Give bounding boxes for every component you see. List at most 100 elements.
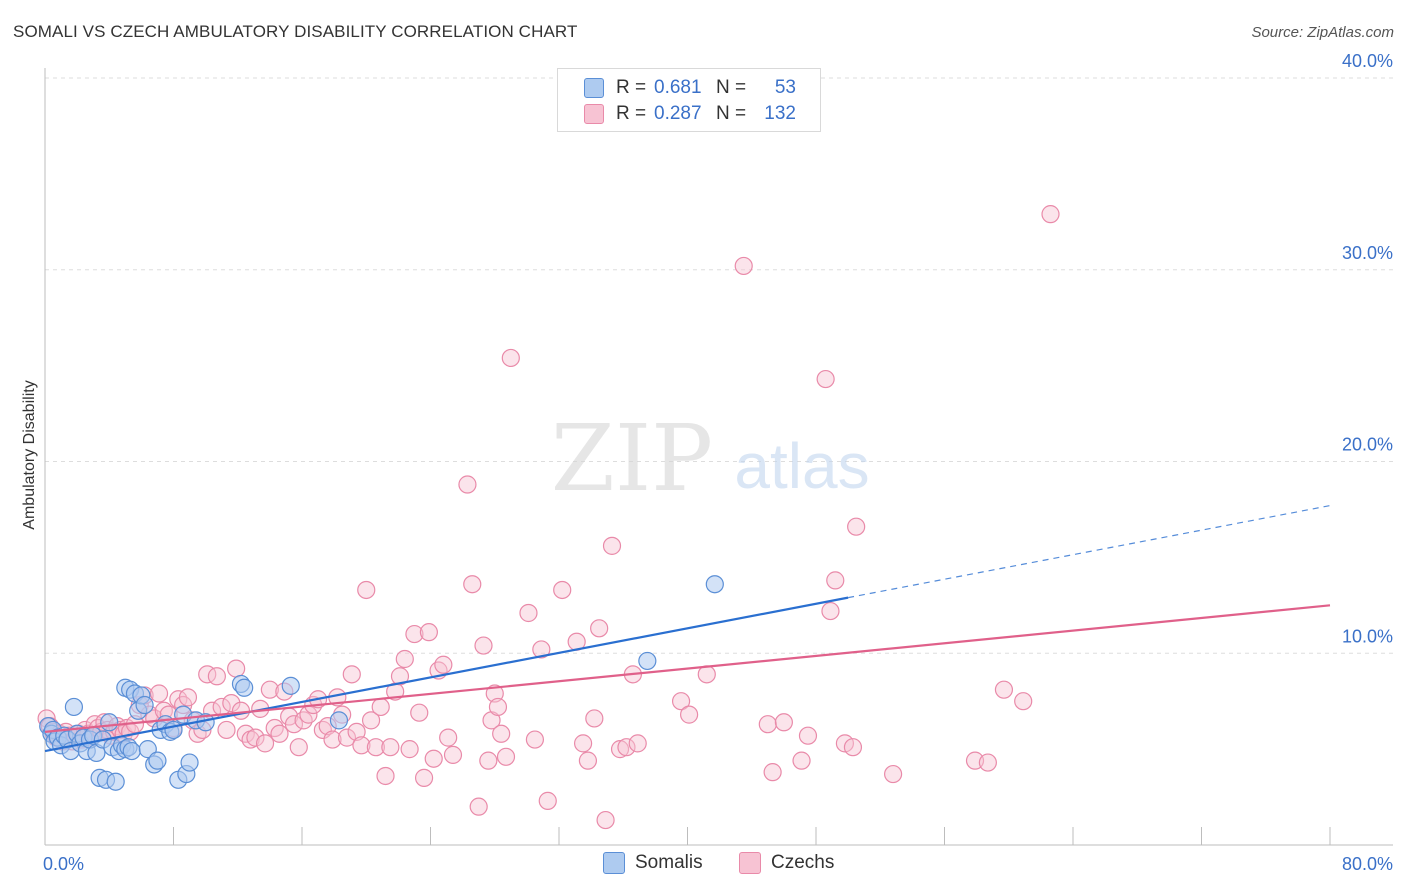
data-point-czechs: [883, 764, 903, 784]
data-point-czechs: [758, 715, 777, 734]
data-point-czechs: [381, 738, 400, 757]
data-point-czechs: [443, 745, 463, 764]
czechs-legend-label: Czechs: [771, 852, 835, 873]
watermark: ZIP atlas: [551, 405, 870, 512]
data-point-czechs: [352, 736, 371, 755]
y-tick-label: 10.0%: [1342, 626, 1393, 646]
data-point-czechs: [227, 659, 246, 678]
data-point-czechs: [474, 636, 493, 655]
grid-layer: [45, 77, 1393, 654]
n-value-somalis: 53: [774, 77, 796, 98]
data-point-czechs: [697, 665, 716, 684]
data-point-czechs: [342, 665, 361, 684]
data-point-czechs: [763, 763, 782, 782]
data-point-czechs: [371, 697, 390, 717]
axis-layer: [44, 68, 1393, 846]
data-point-czechs: [231, 701, 251, 720]
czechs-swatch: [584, 104, 604, 124]
data-point-czechs: [294, 711, 313, 730]
n-value-czechs: 132: [764, 103, 796, 124]
legend-item-somalis[interactable]: Somalis: [603, 852, 703, 874]
data-point-czechs: [222, 694, 241, 713]
data-point-czechs: [1014, 692, 1033, 711]
data-point-czechs: [826, 571, 845, 590]
x-tick-label: 0.0%: [43, 854, 84, 874]
data-point-somalis: [148, 751, 167, 770]
data-point-czechs: [978, 753, 997, 772]
source-credit: Source: ZipAtlas.com: [1251, 24, 1394, 41]
data-point-czechs: [458, 475, 477, 494]
data-point-czechs: [774, 713, 793, 732]
data-point-somalis: [638, 651, 657, 671]
data-point-czechs: [816, 369, 835, 389]
data-point-czechs: [479, 751, 498, 770]
data-point-czechs: [357, 580, 376, 600]
data-point-somalis: [164, 720, 183, 740]
watermark-atlas: atlas: [734, 430, 869, 502]
data-point-czechs: [492, 724, 511, 743]
data-point-czechs: [376, 766, 395, 786]
y-tick-label: 40.0%: [1342, 51, 1393, 71]
data-point-somalis: [100, 713, 119, 732]
watermark-zip: ZIP: [551, 405, 713, 512]
data-point-czechs: [734, 256, 753, 276]
trend-layer: [44, 505, 1331, 753]
data-point-czechs: [400, 740, 419, 759]
data-point-czechs: [496, 747, 516, 766]
y-axis-label: Ambulatory Disability: [21, 380, 38, 529]
legend-item-czechs[interactable]: Czechs: [739, 852, 834, 874]
trend-line-somalis: [44, 596, 849, 753]
data-point-czechs: [590, 619, 609, 638]
data-point-czechs: [553, 580, 572, 600]
data-point-czechs: [843, 738, 863, 757]
somalis-swatch: [584, 78, 604, 98]
data-point-czechs: [585, 709, 604, 728]
data-point-czechs: [610, 740, 630, 759]
data-point-czechs: [792, 751, 811, 770]
data-point-czechs: [410, 703, 429, 722]
data-point-czechs: [532, 640, 551, 659]
data-point-somalis: [180, 753, 199, 772]
data-point-czechs: [439, 728, 458, 747]
data-point-czechs: [337, 728, 357, 747]
data-point-czechs: [434, 655, 453, 674]
data-point-czechs: [1041, 205, 1060, 224]
data-point-somalis: [135, 695, 154, 715]
data-point-czechs: [270, 724, 289, 743]
data-point-czechs: [525, 730, 545, 749]
data-point-czechs: [347, 722, 366, 741]
data-point-czechs: [519, 603, 538, 623]
legend-row-somalis: R = 0.681 N = 53: [584, 76, 796, 100]
data-point-czechs: [366, 738, 385, 757]
data-point-czechs: [488, 697, 508, 717]
r-label: R =: [616, 77, 647, 98]
data-point-czechs: [265, 718, 284, 738]
data-point-czechs: [323, 730, 342, 749]
data-point-czechs: [617, 738, 636, 757]
data-point-czechs: [289, 738, 308, 757]
data-point-somalis: [705, 575, 724, 594]
data-point-somalis: [106, 772, 125, 791]
data-point-czechs: [602, 536, 622, 555]
trend-line-somalis-extension: [848, 505, 1331, 599]
n-label: N =: [716, 103, 747, 124]
data-point-czechs: [847, 517, 866, 536]
y-tick-label: 20.0%: [1342, 435, 1393, 455]
data-point-czechs: [405, 624, 424, 644]
data-point-czechs: [485, 684, 504, 703]
data-point-czechs: [573, 734, 593, 753]
data-point-czechs: [671, 692, 691, 711]
data-point-czechs: [680, 705, 699, 724]
data-point-czechs: [821, 601, 840, 621]
y-tick-label: 30.0%: [1342, 243, 1393, 263]
data-point-czechs: [414, 768, 434, 787]
data-point-czechs: [424, 749, 443, 768]
data-point-czechs: [284, 715, 304, 734]
data-point-czechs: [463, 575, 482, 594]
data-point-czechs: [419, 623, 438, 642]
legend-row-czechs: R = 0.287 N = 132: [584, 102, 796, 126]
series-legend: Somalis Czechs: [0, 852, 1406, 878]
somalis-legend-label: Somalis: [635, 852, 703, 873]
data-point-czechs: [207, 667, 226, 686]
x-tick-label: 80.0%: [1342, 854, 1393, 874]
